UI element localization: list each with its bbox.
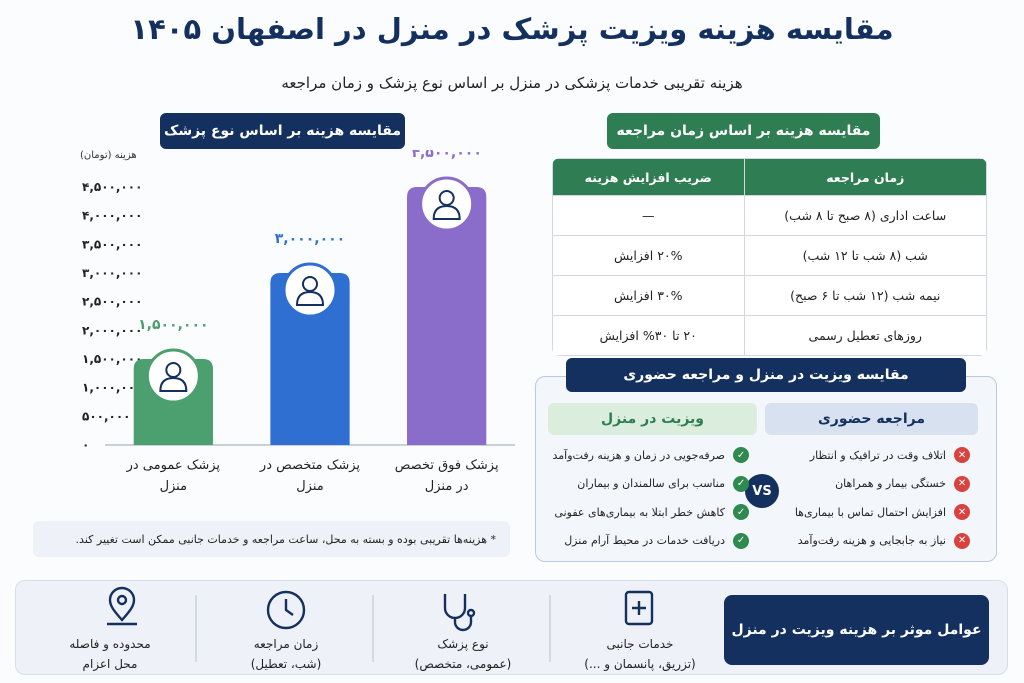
- comparison-item: ✓ کاهش خطر ابتلا به بیماری‌های عفونی: [554, 504, 749, 520]
- table-header-cell: زمان مراجعه: [743, 158, 987, 196]
- factor-label: محدوده و فاصله: [69, 637, 151, 651]
- table-cell: ساعت اداری (۸ صبح تا ۸ شب): [743, 195, 987, 236]
- status-icon: ✓: [733, 475, 749, 492]
- y-tick-label: ۳,۰۰۰,۰۰۰: [82, 266, 142, 280]
- factor: خدمات جانبی (تزریق، پانسمان و ...): [560, 590, 720, 674]
- bar: [407, 187, 487, 445]
- y-tick-label: ۴,۰۰۰,۰۰۰: [82, 209, 142, 223]
- comparison-header: مقایسه ویزیت در منزل و مراجعه حضوری: [566, 358, 966, 392]
- bar-chart: هزینه (تومان)۰۵۰۰,۰۰۰۱,۰۰۰,۰۰۰۱,۵۰۰,۰۰۰۲…: [80, 150, 515, 452]
- status-icon: ✕: [954, 504, 970, 520]
- in-person-header: مراجعه حضوری: [765, 403, 978, 435]
- comparison-item: ✓ صرفه‌جویی در زمان و هزینه رفت‌وآمد: [553, 447, 749, 463]
- factor-detail: (شب، تعطیل): [250, 657, 322, 671]
- table-row: روزهای تعطیل رسمی ۲۰ تا ۳۰% افزایش: [552, 315, 987, 356]
- subtitle: هزینه تقریبی خدمات پزشکی در منزل بر اساس…: [281, 74, 743, 92]
- x-tick-label: پزشک عمومی در منزل: [126, 458, 221, 494]
- value-label: ۱,۵۰۰,۰۰۰: [138, 317, 208, 333]
- vs-badge: VS: [745, 474, 779, 508]
- item-text: خستگی بیمار و همراهان: [835, 477, 946, 490]
- table-row: شب (۸ شب تا ۱۲ شب) ۲۰% افزایش: [552, 235, 987, 276]
- comparison-item: ✕ افزایش احتمال تماس با بیماری‌ها: [795, 504, 970, 520]
- status-icon: ✕: [954, 447, 970, 463]
- y-tick-label: ۵۰۰,۰۰۰: [82, 409, 131, 423]
- y-tick-label: ۴,۵۰۰,۰۰۰: [82, 180, 142, 194]
- item-text: افزایش احتمال تماس با بیماری‌ها: [794, 505, 946, 519]
- bar-icon-body: [295, 290, 325, 306]
- y-tick-label: ۱,۰۰۰,۰۰۰: [82, 381, 142, 395]
- item-text: نیاز به جابجایی و هزینه رفت‌وآمد: [797, 534, 946, 547]
- y-tick-label: ۲,۵۰۰,۰۰۰: [82, 295, 142, 309]
- comparison-item: ✓ دریافت خدمات در محیط آرام منزل: [564, 532, 749, 549]
- table-cell: ۲۰ تا ۳۰% افزایش: [552, 315, 745, 356]
- note: * هزینه‌ها تقریبی بوده و بسته به محل، سا…: [33, 521, 510, 557]
- factor-label: خدمات جانبی: [606, 637, 674, 651]
- item-text: مناسب برای سالمندان و بیماران: [577, 477, 725, 490]
- comparison-item: ✓ مناسب برای سالمندان و بیماران: [577, 475, 749, 492]
- x-tick-label: پزشک متخصص در منزل: [259, 458, 361, 494]
- home-header: ویزیت در منزل: [548, 403, 757, 435]
- table-cell: شب (۸ شب تا ۱۲ شب): [743, 235, 987, 276]
- table-row: ساعت اداری (۸ صبح تا ۸ شب) —: [552, 195, 987, 236]
- item-text: اتلاف وقت در ترافیک و انتظار: [809, 448, 946, 462]
- status-icon: ✕: [954, 532, 970, 549]
- item-text: کاهش خطر ابتلا به بیماری‌های عفونی: [554, 505, 725, 519]
- bar: [270, 273, 350, 445]
- y-tick-label: ۳,۵۰۰,۰۰۰: [82, 237, 142, 251]
- status-icon: ✓: [733, 504, 749, 520]
- factor: نوع پزشک (عمومی، متخصص): [383, 590, 543, 674]
- comparison-item: ✕ اتلاف وقت در ترافیک و انتظار: [810, 447, 970, 463]
- status-icon: ✕: [954, 475, 970, 492]
- status-icon: ✓: [733, 532, 749, 549]
- y-axis-label: هزینه (تومان): [80, 150, 137, 161]
- bar-icon-body: [432, 204, 461, 220]
- table-cell: ۲۰% افزایش: [552, 235, 745, 276]
- table-cell: ۳۰% افزایش: [552, 275, 745, 316]
- value-label: ۴,۵۰۰,۰۰۰: [411, 150, 481, 161]
- table-header-row: زمان مراجعه ضریب افزایش هزینه: [552, 158, 987, 196]
- table-cell: —: [552, 195, 745, 236]
- y-tick-label: ۱,۵۰۰,۰۰۰: [82, 352, 142, 366]
- table-header: مقایسه هزینه بر اساس زمان مراجعه: [607, 113, 880, 149]
- factor-icons: [107, 586, 654, 662]
- table-cell: نیمه شب (۱۲ شب تا ۶ صبح): [743, 275, 987, 316]
- table-row: نیمه شب (۱۲ شب تا ۶ صبح) ۳۰% افزایش: [552, 275, 987, 316]
- factor: زمان مراجعه (شب، تعطیل): [206, 590, 366, 674]
- status-icon: ✓: [733, 447, 749, 463]
- factor-detail: (عمومی، متخصص): [414, 657, 512, 671]
- factor-detail: (تزریق، پانسمان و ...): [584, 657, 696, 671]
- x-tick-label: پزشک فوق تخصص در منزل: [394, 458, 499, 494]
- factor: محدوده و فاصله محل اعزام: [30, 590, 190, 674]
- table-cell: روزهای تعطیل رسمی: [743, 315, 987, 356]
- factor-detail: محل اعزام: [82, 657, 138, 671]
- factors-title: عوامل موثر بر هزینه ویزیت در منزل: [724, 595, 989, 665]
- table-header-cell: ضریب افزایش هزینه: [552, 158, 745, 196]
- comparison-item: ✕ نیاز به جابجایی و هزینه رفت‌وآمد: [797, 532, 970, 549]
- chart-header: مقایسه هزینه بر اساس نوع پزشک: [160, 113, 405, 149]
- item-text: صرفه‌جویی در زمان و هزینه رفت‌وآمد: [552, 448, 725, 462]
- time-table: زمان مراجعه ضریب افزایش هزینه ساعت اداری (…: [552, 158, 987, 356]
- item-text: دریافت خدمات در محیط آرام منزل: [564, 534, 725, 547]
- title: مقایسه هزینه ویزیت پزشک در منزل در اصفها…: [130, 12, 894, 46]
- comparison-item: ✕ خستگی بیمار و همراهان: [835, 475, 970, 492]
- factor-label: زمان مراجعه: [253, 637, 319, 651]
- value-label: ۳,۰۰۰,۰۰۰: [275, 231, 345, 247]
- table: زمان مراجعه ضریب افزایش هزینه ساعت اداری (…: [552, 158, 987, 356]
- factor-label: نوع پزشک: [437, 637, 489, 651]
- y-tick-label: ۰: [82, 438, 89, 452]
- bar-icon-body: [159, 376, 188, 392]
- y-tick-label: ۲,۰۰۰,۰۰۰: [82, 323, 142, 337]
